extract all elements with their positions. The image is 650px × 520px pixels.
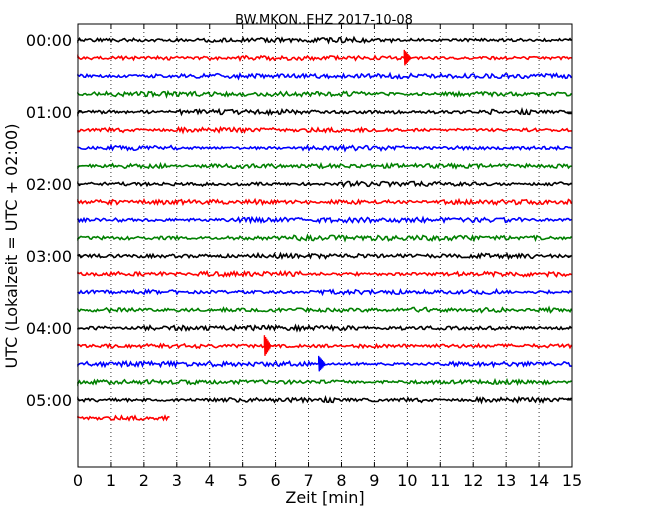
y-axis: 00:00 01:00 02:00 03:00 04:00 05:00 xyxy=(26,31,572,410)
x-tick-label-14: 14 xyxy=(529,471,549,490)
trace-0015 xyxy=(77,49,572,66)
y-tick-label-4: 04:00 xyxy=(26,319,72,338)
event-spike-0 xyxy=(318,355,326,372)
x-tick-label-11: 11 xyxy=(430,471,450,490)
trace-line xyxy=(77,251,573,261)
trace-0430 xyxy=(77,355,572,372)
trace-0445 xyxy=(77,377,572,387)
trace-line xyxy=(77,377,572,387)
x-tick-label-4: 4 xyxy=(205,471,215,490)
y-tick-label-2: 02:00 xyxy=(26,175,72,194)
chart-title: BW.MKON..EHZ 2017-10-08 xyxy=(235,13,413,28)
trace-0115 xyxy=(77,125,572,135)
trace-0030 xyxy=(77,71,573,81)
y-tick-label-0: 00:00 xyxy=(26,31,72,50)
x-tick-label-6: 6 xyxy=(271,471,281,490)
trace-0330 xyxy=(77,287,573,297)
x-tick-label-7: 7 xyxy=(303,471,313,490)
y-tick-label-5: 05:00 xyxy=(26,391,72,410)
trace-line xyxy=(77,106,572,117)
trace-0245 xyxy=(77,233,573,243)
trace-0045 xyxy=(77,89,573,99)
x-tick-label-12: 12 xyxy=(463,471,483,490)
seismogram-traces xyxy=(77,35,573,422)
x-tick-label-9: 9 xyxy=(369,471,379,490)
trace-0400 xyxy=(77,323,573,333)
y-tick-label-3: 03:00 xyxy=(26,247,72,266)
event-spike-0 xyxy=(263,335,272,356)
trace-0300 xyxy=(77,251,573,261)
trace-line xyxy=(77,215,572,225)
trace-line xyxy=(77,197,573,207)
trace-0500 xyxy=(77,394,573,405)
x-tick-label-13: 13 xyxy=(496,471,516,490)
trace-0200 xyxy=(77,179,572,189)
y-tick-label-1: 01:00 xyxy=(26,103,72,122)
trace-line xyxy=(77,71,573,81)
x-axis-label: Zeit [min] xyxy=(285,488,364,507)
trace-line xyxy=(77,305,573,314)
trace-line xyxy=(77,89,573,99)
trace-0130 xyxy=(77,143,572,153)
trace-0215 xyxy=(77,197,573,207)
trace-0000 xyxy=(77,35,573,45)
trace-line xyxy=(77,35,573,45)
x-tick-label-0: 0 xyxy=(73,471,83,490)
x-tick-label-3: 3 xyxy=(172,471,182,490)
trace-0415 xyxy=(77,335,573,356)
trace-line xyxy=(77,125,572,135)
trace-line xyxy=(77,287,573,297)
trace-line xyxy=(77,414,170,422)
trace-0315 xyxy=(77,269,572,278)
trace-0100 xyxy=(77,106,572,117)
trace-line xyxy=(77,342,573,350)
x-tick-label-8: 8 xyxy=(336,471,346,490)
x-tick-label-2: 2 xyxy=(139,471,149,490)
trace-line xyxy=(77,323,573,333)
y-axis-label: UTC (Lokalzeit = UTC + 02:00) xyxy=(2,124,21,369)
trace-line xyxy=(77,161,572,170)
trace-line xyxy=(77,269,572,278)
x-tick-label-1: 1 xyxy=(106,471,116,490)
x-tick-label-10: 10 xyxy=(397,471,417,490)
trace-0230 xyxy=(77,215,572,225)
trace-line xyxy=(77,394,573,405)
trace-0145 xyxy=(77,161,572,170)
event-spike-0 xyxy=(403,49,411,66)
trace-line xyxy=(77,179,572,189)
trace-line xyxy=(77,54,572,62)
plot-frame xyxy=(77,23,573,468)
x-tick-label-5: 5 xyxy=(238,471,248,490)
trace-line xyxy=(77,143,572,153)
x-tick-label-15: 15 xyxy=(562,471,582,490)
trace-0515 xyxy=(77,414,170,422)
trace-line xyxy=(77,233,573,243)
trace-0345 xyxy=(77,305,573,314)
x-axis: 0 1 2 3 4 5 6 7 8 9 10 11 12 13 14 15 xyxy=(73,24,582,490)
